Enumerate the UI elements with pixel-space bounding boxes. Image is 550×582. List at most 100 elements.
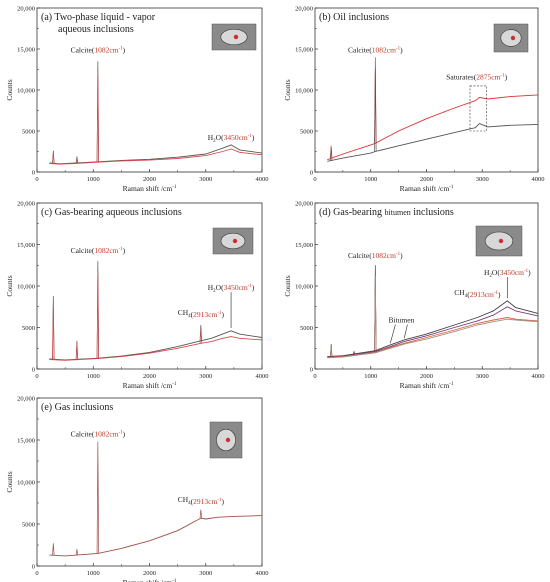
- x-tick-label: 2000: [143, 570, 156, 577]
- y-tick-label: 20,000: [17, 201, 35, 208]
- inclusion-micrograph: [209, 421, 243, 459]
- y-tick-label: 10,000: [17, 480, 35, 487]
- panel-title-line2: aqueous inclusions: [58, 24, 134, 35]
- spectrum-line-2: [49, 336, 263, 361]
- spectrum-spike: [75, 549, 79, 556]
- spectrum-spike: [75, 157, 79, 164]
- y-axis-label: Counts: [283, 275, 292, 296]
- x-tick-label: 4000: [256, 570, 269, 577]
- y-tick-label: 5000: [300, 129, 313, 136]
- annotation-arrow: [403, 324, 408, 339]
- spectrum-line-2: [327, 123, 539, 162]
- spectrum-line-1: [327, 94, 539, 161]
- panel-title: (d) Gas-bearing bitumen inclusions: [319, 207, 454, 218]
- spectrum-line-1: [327, 300, 539, 358]
- y-tick-label: 0: [32, 367, 35, 374]
- spectrum-spike: [75, 343, 79, 360]
- chart-panel-e: 0 1000 2000 3000 4000 0 5000 10,000 15,000 20,000…: [5, 396, 269, 582]
- peak-annotation: CH4(2913cm-1): [178, 308, 225, 319]
- peak-annotation: Calcite(1082cm-1): [71, 45, 126, 54]
- spectrum-spike: [352, 350, 356, 355]
- x-tick-label: 0: [35, 570, 38, 577]
- y-tick-label: 0: [310, 367, 313, 374]
- x-axis-label: Raman shift /cm-1: [400, 184, 454, 193]
- panel-title: (a) Two-phase liquid - vapor: [41, 12, 156, 23]
- x-tick-label: 1000: [364, 176, 377, 183]
- y-tick-label: 0: [32, 170, 35, 177]
- peak-annotation: Saturates(2875cm-1): [446, 72, 507, 81]
- peak-annotation: Calcite(1082cm-1): [348, 45, 403, 54]
- spectrum-spike: [96, 271, 100, 359]
- y-tick-label: 0: [32, 564, 35, 571]
- y-axis-label: Counts: [5, 275, 14, 296]
- spectrum-spike: [52, 152, 55, 164]
- panel-title: (e) Gas inclusions: [41, 402, 113, 413]
- peak-annotation: Bitumen: [388, 316, 414, 325]
- peak-annotation: H2O(3450cm-1): [484, 268, 531, 279]
- y-tick-label: 15,000: [295, 242, 313, 249]
- spectrum-spike: [96, 72, 100, 163]
- spectrum-spike: [52, 303, 55, 360]
- spectrum-spike: [96, 441, 100, 554]
- x-tick-label: 2000: [420, 373, 433, 380]
- inclusion-micrograph: [212, 227, 254, 255]
- x-tick-label: 3000: [476, 373, 489, 380]
- chart-panel-c: 0 1000 2000 3000 4000 0 5000 10,000 15,000 20,000…: [5, 201, 269, 391]
- spectrum-line-1: [49, 330, 263, 361]
- inclusion-micrograph: [475, 225, 523, 257]
- x-tick-label: 3000: [199, 570, 212, 577]
- y-tick-label: 5000: [300, 325, 313, 332]
- y-tick-label: 10,000: [295, 284, 313, 291]
- spectrum-spike: [374, 68, 377, 152]
- x-axis-label: Raman shift /cm-1: [123, 381, 177, 390]
- y-tick-label: 10,000: [295, 88, 313, 95]
- x-axis-label: Raman shift /cm-1: [123, 578, 177, 582]
- x-tick-label: 0: [313, 373, 316, 380]
- x-tick-label: 3000: [199, 176, 212, 183]
- y-tick-label: 15,000: [17, 242, 35, 249]
- y-tick-label: 15,000: [295, 47, 313, 54]
- inclusion-micrograph: [211, 23, 257, 51]
- chart-panel-b: 0 1000 2000 3000 4000 0 5000 10,000 15,000 20,000…: [283, 6, 545, 194]
- y-tick-label: 15,000: [17, 438, 35, 445]
- spectrum-line-2: [49, 148, 263, 165]
- y-tick-label: 10,000: [17, 284, 35, 291]
- panel-title: (b) Oil inclusions: [319, 12, 389, 23]
- spectrum-line-1: [49, 144, 263, 165]
- y-tick-label: 10,000: [17, 88, 35, 95]
- x-tick-label: 1000: [87, 176, 100, 183]
- spectrum-spike: [374, 275, 377, 353]
- peak-annotation: H2O(3450cm-1): [208, 283, 255, 294]
- x-tick-label: 4000: [532, 176, 545, 183]
- peak-annotation: Calcite(1082cm-1): [71, 246, 126, 255]
- y-tick-label: 20,000: [17, 6, 35, 13]
- x-tick-label: 3000: [476, 176, 489, 183]
- peak-annotation: Calcite(1082cm-1): [348, 251, 403, 260]
- y-tick-label: 0: [310, 170, 313, 177]
- x-tick-label: 0: [35, 373, 38, 380]
- y-tick-label: 5000: [22, 522, 35, 529]
- y-axis-label: Counts: [5, 471, 14, 492]
- y-tick-label: 5000: [22, 129, 35, 136]
- chart-panel-a: 0 1000 2000 3000 4000 0 5000 10,000 15,000 20,000…: [5, 6, 269, 194]
- x-tick-label: 2000: [143, 176, 156, 183]
- x-axis-label: Raman shift /cm-1: [123, 184, 177, 193]
- y-tick-label: 20,000: [17, 396, 35, 403]
- spectrum-spike: [330, 346, 333, 358]
- peak-annotation: CH4(2913cm-1): [454, 288, 501, 299]
- chart-panel-d: 0 1000 2000 3000 4000 0 5000 10,000 15,000 20,000…: [283, 201, 545, 391]
- x-tick-label: 1000: [87, 373, 100, 380]
- y-axis-label: Counts: [5, 79, 14, 100]
- spectrum-line-1: [49, 515, 263, 557]
- x-tick-label: 4000: [256, 176, 269, 183]
- spectrum-line-2: [327, 306, 539, 358]
- spectrum-spike: [199, 509, 203, 519]
- x-tick-label: 3000: [199, 373, 212, 380]
- spectrum-spike: [52, 543, 55, 556]
- x-axis-label: Raman shift /cm-1: [400, 381, 454, 390]
- spectrum-spike: [330, 148, 333, 161]
- x-tick-label: 1000: [364, 373, 377, 380]
- spectrum-spike: [199, 329, 203, 344]
- x-tick-label: 4000: [256, 373, 269, 380]
